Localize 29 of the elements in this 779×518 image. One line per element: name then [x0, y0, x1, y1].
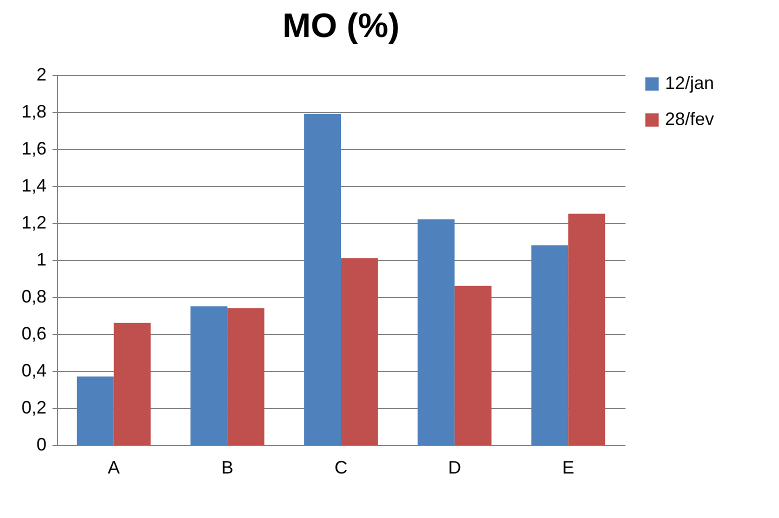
bar — [227, 308, 264, 445]
chart-title: MO (%) — [282, 7, 400, 45]
y-tick-label: 0,2 — [21, 398, 46, 418]
y-tick-label: 1,2 — [21, 212, 46, 232]
bar — [568, 214, 606, 445]
y-tick-label: 1,6 — [21, 138, 46, 158]
y-tick-label: 1,4 — [21, 176, 46, 196]
bar — [304, 114, 341, 445]
bar — [531, 245, 568, 445]
bar — [341, 258, 378, 445]
x-tick-label: E — [562, 458, 574, 478]
x-tick-label: C — [334, 458, 348, 478]
bar — [114, 322, 151, 445]
y-tick-label: 0 — [36, 434, 46, 454]
y-tick-label: 2 — [36, 64, 46, 84]
bar — [190, 306, 228, 445]
x-tick-label: B — [221, 458, 234, 478]
x-tick-label: D — [448, 458, 462, 478]
y-tick-label: 1,8 — [21, 102, 46, 122]
y-tick-label: 0,8 — [21, 286, 46, 306]
y-tick-label: 0,4 — [21, 360, 46, 380]
x-tick-label: A — [108, 458, 120, 478]
y-tick-label: 1 — [36, 250, 46, 270]
bar — [418, 219, 455, 445]
bar — [76, 376, 114, 445]
bar — [454, 286, 492, 445]
legend-label: 28/fev — [665, 109, 714, 129]
y-tick-label: 0,6 — [21, 324, 46, 344]
legend-label: 12/jan — [665, 73, 714, 93]
